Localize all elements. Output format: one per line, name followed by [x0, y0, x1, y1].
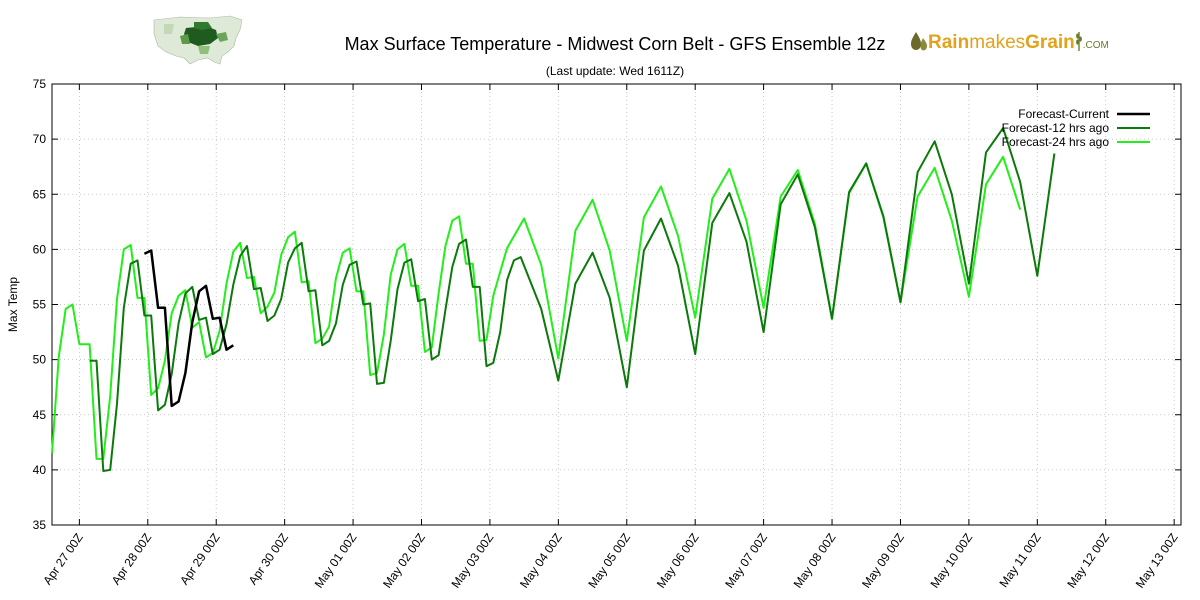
rainmakesgrain-logo: RainmakesGrain .COM — [910, 30, 1109, 58]
x-tick-label: Apr 30 00Z — [246, 531, 292, 588]
chart-subtitle: (Last update: Wed 1611Z) — [545, 64, 685, 78]
plot-frame — [51, 83, 1182, 526]
wheat-icon — [1075, 32, 1082, 51]
y-axis-label: Max Temp — [6, 277, 20, 332]
y-tick-label: 55 — [33, 298, 47, 312]
y-tick-label: 70 — [33, 132, 47, 146]
legend-label: Forecast-24 hrs ago — [1002, 135, 1110, 149]
series-line-forecast-12-hrs-ago — [89, 127, 1056, 472]
series-line-forecast-24-hrs-ago — [51, 155, 1022, 460]
x-tick-label: May 01 00Z — [312, 531, 360, 591]
water-drop-icon — [911, 32, 927, 51]
y-tick-label: 60 — [33, 242, 47, 256]
y-tick-label: 35 — [33, 518, 47, 532]
x-tick-label: May 02 00Z — [380, 531, 428, 591]
x-tick-label: May 13 00Z — [1133, 531, 1181, 591]
x-tick-label: Apr 29 00Z — [177, 531, 223, 588]
logo-text-grain: Grain — [1025, 32, 1075, 53]
legend-label: Forecast-Current — [1018, 107, 1109, 121]
x-tick-label: May 06 00Z — [654, 531, 702, 591]
series-line-forecast-current — [143, 249, 234, 408]
x-tick-label: May 12 00Z — [1064, 531, 1112, 591]
x-tick-label: Apr 28 00Z — [109, 531, 155, 588]
x-tick-label: May 10 00Z — [928, 531, 976, 591]
logo-text-com: .COM — [1082, 40, 1109, 51]
us-map-icon — [153, 15, 243, 65]
x-tick-label: May 04 00Z — [517, 531, 565, 591]
x-tick-label: May 08 00Z — [791, 531, 839, 591]
y-tick-label: 45 — [33, 408, 47, 422]
x-tick-label: May 07 00Z — [722, 531, 770, 591]
y-tick-label: 40 — [33, 463, 47, 477]
x-tick-label: Apr 27 00Z — [40, 531, 86, 588]
y-tick-label: 75 — [33, 77, 47, 91]
x-tick-label: May 11 00Z — [996, 531, 1043, 590]
y-tick-label: 65 — [33, 187, 47, 201]
y-tick-label: 50 — [33, 353, 47, 367]
x-tick-label: May 09 00Z — [859, 531, 907, 591]
logo-text-makes: makes — [969, 32, 1026, 53]
logo-text-rain: Rain — [928, 32, 970, 53]
legend-label: Forecast-12 hrs ago — [1002, 121, 1110, 135]
x-tick-label: May 03 00Z — [449, 531, 497, 591]
chart-title: Max Surface Temperature - Midwest Corn B… — [344, 34, 886, 54]
x-tick-label: May 05 00Z — [585, 531, 633, 591]
